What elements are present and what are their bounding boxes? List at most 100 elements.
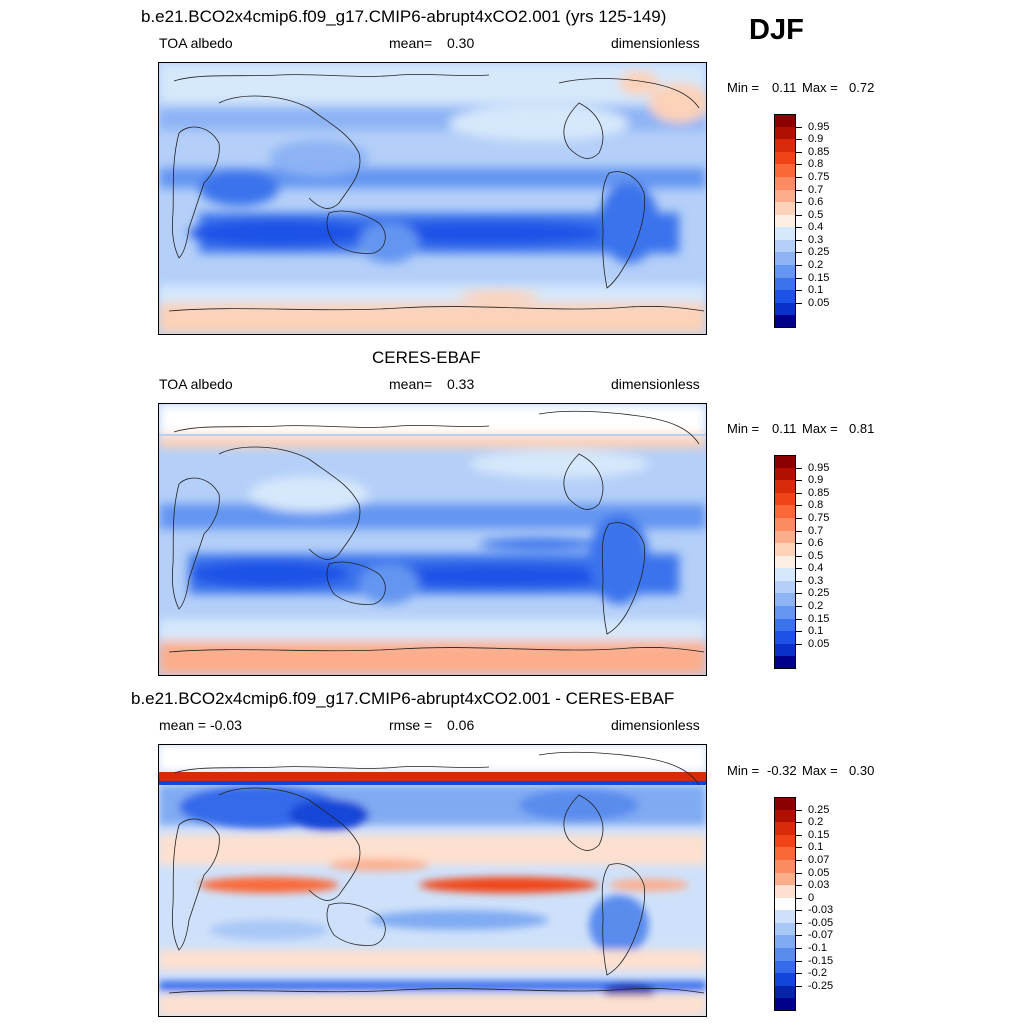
colorbar-tick [796,960,802,962]
colorbar-label: 0.95 [808,461,830,474]
colorbar-tick [796,139,802,141]
colorbar-swatch [774,910,796,924]
colorbar-label: 0.8 [808,158,824,171]
colorbar-swatch [774,126,796,140]
panel-3-colorbar: 0.25 0.2 0.15 0.1 0.07 0.05 0.03 0 -0.03 -0.05 -0.… [774,797,854,1012]
colorbar-swatch [774,290,796,304]
colorbar-tick [796,580,802,582]
colorbar-label: 0.05 [808,866,830,879]
colorbar-label: 0.3 [808,574,824,587]
colorbar-tick [796,948,802,950]
colorbar-tick [796,189,802,191]
colorbar-tick [796,555,802,557]
colorbar-tick [796,543,802,545]
panel-3-rmse-value: 0.06 [447,717,475,733]
panel-1-variable: TOA albedo [159,35,233,51]
colorbar-tick [796,859,802,861]
colorbar-label: 0.6 [808,196,824,209]
panel-1-colorbar: 0.95 0.9 0.85 0.8 0.75 0.7 0.6 0.5 0.4 0.3 0.25 0.2… [774,114,854,329]
colorbar-label: 0.05 [808,637,830,650]
colorbar-swatch [774,543,796,557]
colorbar-swatch [774,277,796,291]
colorbar-label: -0.03 [808,904,834,917]
panel-2-units: dimensionless [611,376,700,392]
colorbar-label: 0.15 [808,271,830,284]
colorbar-swatch [774,631,796,645]
panel-3-min-value: -0.32 [767,763,797,778]
colorbar-tick [796,985,802,987]
colorbar-swatch [774,227,796,241]
colorbar-label: 0.25 [808,587,830,600]
colorbar-tick [796,290,802,292]
colorbar-swatch [774,935,796,949]
colorbar-tick [796,643,802,645]
colorbar-swatch [774,151,796,165]
colorbar-swatch [774,176,796,191]
colorbar-swatch [774,555,796,569]
colorbar-swatch [774,239,796,253]
panel-3-max-value: 0.30 [849,763,875,778]
colorbar-swatch [774,114,796,128]
colorbar-label: 0.05 [808,296,830,309]
panel-3-min-label: Min = [727,763,760,778]
colorbar-swatch [774,139,796,153]
colorbar-swatch [774,656,796,670]
colorbar-tick [796,239,802,241]
colorbar-tick [796,593,802,595]
colorbar-label: 0.2 [808,259,824,272]
colorbar-label: 0.25 [808,246,830,259]
colorbar-tick [796,834,802,836]
colorbar-tick [796,265,802,267]
panel-1-title: b.e21.BCO2x4cmip6.f09_g17.CMIP6-abrupt4x… [141,7,667,26]
colorbar-tick [796,302,802,304]
colorbar-swatch [774,315,796,329]
colorbar-label: 0.6 [808,537,824,550]
colorbar-swatch [774,822,796,836]
panel-2-map [158,403,707,676]
colorbar-swatch [774,618,796,632]
colorbar-swatch [774,530,796,544]
colorbar-swatch [774,797,796,811]
panel-2-title: CERES-EBAF [372,348,481,367]
colorbar-label: 0.85 [808,145,830,158]
colorbar-swatch [774,214,796,228]
colorbar-label: 0.3 [808,233,824,246]
colorbar-tick [796,151,802,153]
colorbar-swatch [774,580,796,594]
colorbar-tick [796,214,802,216]
colorbar-tick [796,897,802,899]
colorbar-tick [796,822,802,824]
colorbar-label: 0.75 [808,511,830,524]
colorbar-swatch [774,492,796,506]
colorbar-label: 0 [808,891,815,904]
colorbar-label: -0.07 [808,929,834,942]
colorbar-swatch [774,505,796,519]
colorbar-label: 0.4 [808,221,824,234]
panel-2-mean-label: mean= [389,376,433,392]
colorbar-swatch [774,998,796,1012]
colorbar-swatch [774,922,796,936]
colorbar-label: -0.25 [808,979,834,992]
colorbar-label: 0.85 [808,486,830,499]
colorbar-tick [796,164,802,166]
colorbar-label: 0.15 [808,828,830,841]
colorbar-label: 0.9 [808,474,824,487]
panel-1-mean-value: 0.30 [447,35,475,51]
panel-2-min-label: Min = [727,421,760,436]
panel-1-units: dimensionless [611,35,700,51]
colorbar-tick [796,505,802,507]
colorbar-swatch [774,189,796,203]
colorbar-tick [796,910,802,912]
panel-1-max-label: Max = [802,80,838,95]
colorbar-tick [796,809,802,811]
colorbar-label: 0.2 [808,600,824,613]
colorbar-label: -0.05 [808,916,834,929]
panel-1-min-value: 0.11 [772,80,797,95]
colorbar-label: 0.7 [808,524,824,537]
colorbar-swatch [774,302,796,316]
colorbar-tick [796,252,802,254]
colorbar-label: 0.5 [808,208,824,221]
colorbar-swatch [774,593,796,607]
panel-2-min-value: 0.11 [772,421,797,436]
panel-2-variable: TOA albedo [159,376,233,392]
